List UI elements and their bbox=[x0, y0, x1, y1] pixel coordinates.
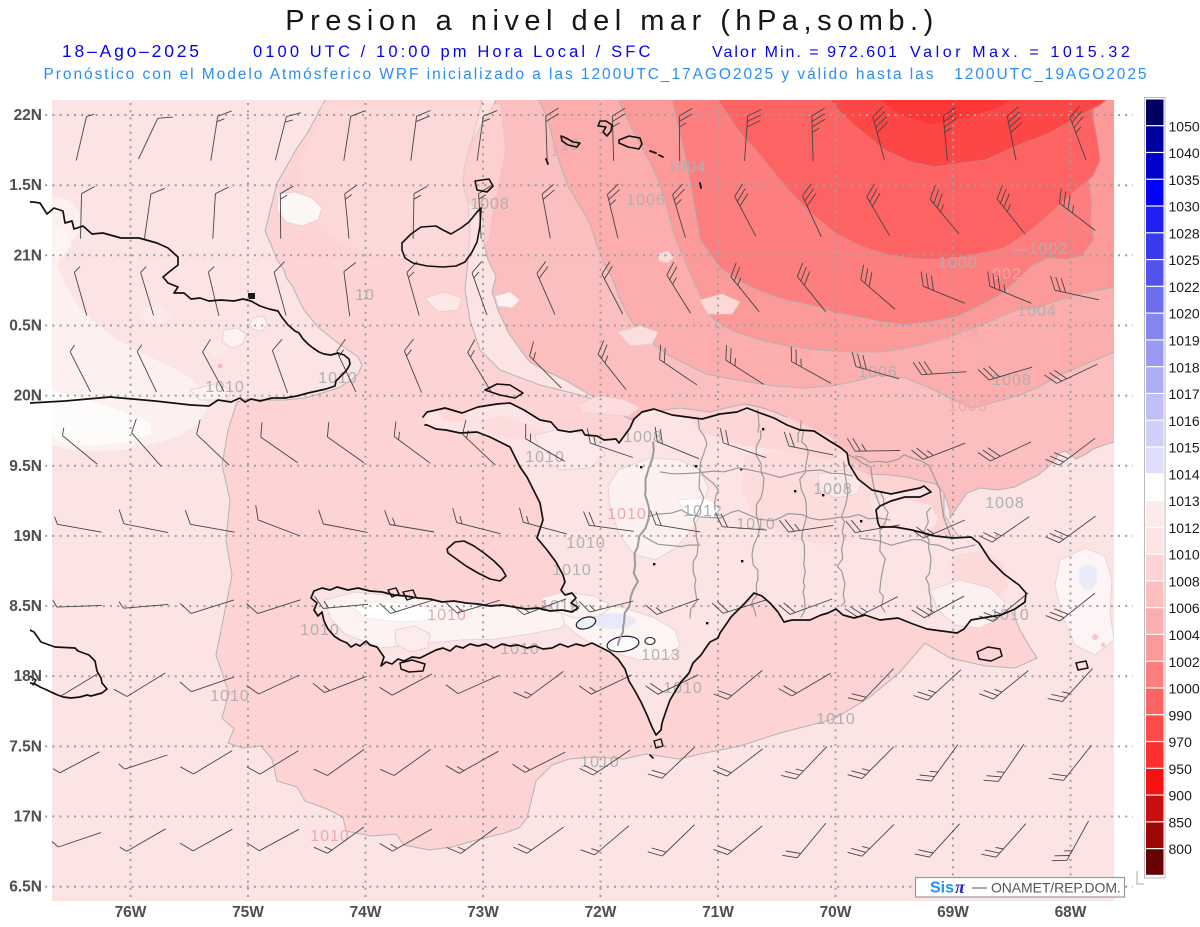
svg-text:71W: 71W bbox=[702, 904, 734, 921]
svg-text:6.5N: 6.5N bbox=[9, 879, 42, 896]
svg-text:1010: 1010 bbox=[580, 754, 620, 771]
svg-text:1010: 1010 bbox=[427, 607, 467, 624]
svg-text:—: — bbox=[972, 879, 987, 896]
svg-text:Valor Min. = 972.601: Valor Min. = 972.601 bbox=[712, 44, 899, 61]
svg-text:1008: 1008 bbox=[470, 196, 510, 213]
svg-text:1010: 1010 bbox=[607, 506, 647, 523]
svg-text:10: 10 bbox=[355, 287, 375, 304]
svg-text:850: 850 bbox=[1169, 814, 1193, 830]
svg-text:22N: 22N bbox=[14, 107, 42, 124]
svg-text:1010: 1010 bbox=[300, 622, 340, 639]
svg-text:1014: 1014 bbox=[1169, 466, 1200, 482]
svg-text:69W: 69W bbox=[937, 904, 969, 921]
svg-text:1004: 1004 bbox=[1017, 303, 1057, 320]
svg-text:1008: 1008 bbox=[992, 372, 1032, 389]
svg-text:1010: 1010 bbox=[210, 688, 250, 705]
svg-text:1016: 1016 bbox=[1169, 413, 1200, 429]
svg-text:800: 800 bbox=[1169, 841, 1193, 857]
svg-text:ONAMET/REP.DOM.: ONAMET/REP.DOM. bbox=[991, 880, 1121, 896]
svg-text:72W: 72W bbox=[585, 904, 617, 921]
svg-text:76W: 76W bbox=[115, 904, 147, 921]
svg-text:1010: 1010 bbox=[205, 379, 245, 396]
svg-text:70W: 70W bbox=[820, 904, 852, 921]
svg-text:18–Ago–2025: 18–Ago–2025 bbox=[62, 41, 202, 61]
svg-text:1010: 1010 bbox=[663, 680, 703, 697]
svg-text:1008: 1008 bbox=[623, 429, 663, 446]
svg-text:1022: 1022 bbox=[1169, 279, 1200, 295]
svg-text:1010: 1010 bbox=[816, 711, 856, 728]
svg-text:1025: 1025 bbox=[1169, 252, 1200, 268]
svg-text:1004: 1004 bbox=[940, 326, 980, 343]
svg-text:1019: 1019 bbox=[1169, 333, 1200, 349]
svg-text:1013: 1013 bbox=[1169, 493, 1200, 509]
svg-text:68W: 68W bbox=[1055, 904, 1087, 921]
svg-text:1008: 1008 bbox=[1169, 574, 1200, 590]
svg-text:74W: 74W bbox=[350, 904, 382, 921]
svg-text:1002: 1002 bbox=[1169, 654, 1200, 670]
svg-text:1010: 1010 bbox=[566, 535, 606, 552]
svg-text:1050: 1050 bbox=[1169, 118, 1200, 134]
svg-text:1018: 1018 bbox=[1169, 359, 1200, 375]
svg-text:1028: 1028 bbox=[1169, 225, 1200, 241]
svg-text:1004: 1004 bbox=[1169, 627, 1200, 643]
svg-text:1008: 1008 bbox=[985, 495, 1025, 512]
svg-text:7.5N: 7.5N bbox=[9, 738, 42, 755]
svg-text:Presion a nivel del mar (hPa,s: Presion a nivel del mar (hPa,somb.) bbox=[285, 5, 938, 37]
svg-text:18N: 18N bbox=[14, 668, 42, 685]
svg-text:20N: 20N bbox=[14, 388, 42, 405]
svg-text:10: 10 bbox=[550, 143, 570, 160]
svg-text:1008: 1008 bbox=[813, 481, 853, 498]
svg-text:1015: 1015 bbox=[1169, 440, 1200, 456]
svg-text:970: 970 bbox=[1169, 734, 1193, 750]
svg-text:1010: 1010 bbox=[525, 449, 565, 466]
svg-text:990: 990 bbox=[1169, 707, 1193, 723]
svg-text:1013: 1013 bbox=[641, 647, 681, 664]
svg-text:π: π bbox=[955, 877, 966, 897]
svg-text:1035: 1035 bbox=[1169, 172, 1200, 188]
svg-text:0.5N: 0.5N bbox=[9, 318, 42, 335]
svg-text:Pronóstico con el Modelo Atmós: Pronóstico con el Modelo Atmósferico WRF… bbox=[44, 66, 1149, 83]
svg-text:1040: 1040 bbox=[1169, 145, 1200, 161]
svg-text:1000: 1000 bbox=[938, 255, 978, 272]
svg-text:9.5N: 9.5N bbox=[9, 458, 42, 475]
svg-text:73W: 73W bbox=[467, 904, 499, 921]
svg-text:Valor Max. = 1015.32: Valor Max. = 1015.32 bbox=[910, 44, 1133, 61]
svg-text:1010: 1010 bbox=[990, 607, 1030, 624]
svg-text:75W: 75W bbox=[232, 904, 264, 921]
svg-text:900: 900 bbox=[1169, 788, 1193, 804]
svg-text:1010: 1010 bbox=[500, 641, 540, 658]
svg-text:17N: 17N bbox=[14, 809, 42, 826]
svg-text:Sis: Sis bbox=[930, 880, 954, 897]
svg-text:1010: 1010 bbox=[552, 562, 592, 579]
svg-text:1020: 1020 bbox=[1169, 306, 1200, 322]
svg-text:1004: 1004 bbox=[667, 159, 707, 176]
svg-text:1006: 1006 bbox=[948, 398, 988, 415]
svg-text:1000: 1000 bbox=[1169, 681, 1200, 697]
svg-text:21N: 21N bbox=[14, 247, 42, 264]
svg-text:1012: 1012 bbox=[1169, 520, 1200, 536]
svg-text:1030: 1030 bbox=[1169, 199, 1200, 215]
svg-text:1017: 1017 bbox=[1169, 386, 1200, 402]
svg-text:0100 UTC / 10:00 pm Hora Local: 0100 UTC / 10:00 pm Hora Local / SFC bbox=[253, 43, 653, 61]
svg-text:—1002: —1002 bbox=[1012, 241, 1069, 258]
svg-text:002: 002 bbox=[992, 266, 1022, 283]
svg-text:1006: 1006 bbox=[1169, 600, 1200, 616]
svg-text:1006: 1006 bbox=[626, 192, 666, 209]
svg-text:1010: 1010 bbox=[1169, 547, 1200, 563]
svg-text:8.5N: 8.5N bbox=[9, 598, 42, 615]
svg-text:19N: 19N bbox=[14, 528, 42, 545]
svg-text:1.5N: 1.5N bbox=[9, 177, 42, 194]
svg-text:950: 950 bbox=[1169, 761, 1193, 777]
svg-text:1010: 1010 bbox=[310, 828, 350, 845]
